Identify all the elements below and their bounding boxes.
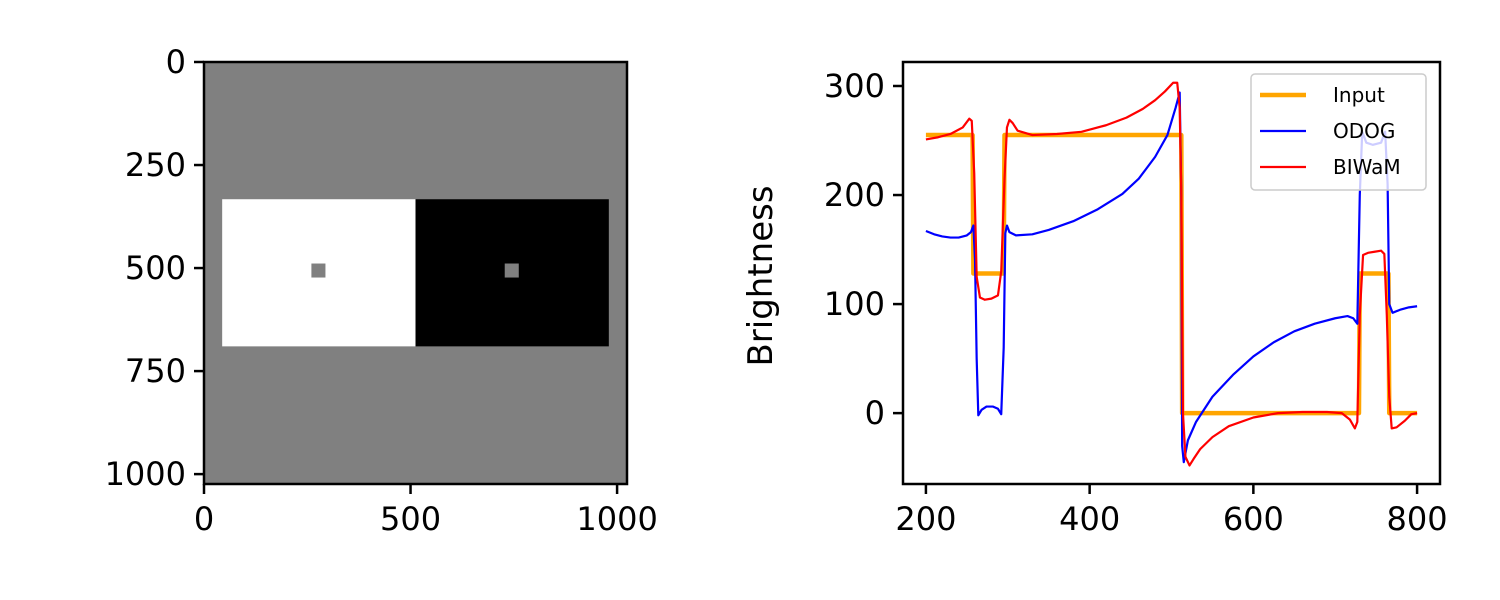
image-y-tick-label: 500 xyxy=(125,249,186,287)
image-y-tick-label: 0 xyxy=(166,43,186,81)
stimulus-image xyxy=(204,62,627,484)
image-y-tick-label: 750 xyxy=(125,352,186,390)
image-x-tick-label: 500 xyxy=(380,500,441,538)
chart-x-tick-label: 600 xyxy=(1223,500,1284,538)
image-x-tick-label: 1000 xyxy=(576,500,657,538)
legend-label-biwam: BIWaM xyxy=(1333,155,1401,179)
chart-y-tick-label: 200 xyxy=(824,176,885,214)
y-axis-label: Brightness xyxy=(741,185,781,366)
image-frame xyxy=(202,60,629,486)
chart-x-tick-label: 200 xyxy=(895,500,956,538)
chart-y-ticks: 0 100 200 300 xyxy=(824,67,903,432)
chart-x-tick-label: 400 xyxy=(1059,500,1120,538)
chart-frame xyxy=(901,60,1442,486)
image-region-right-target xyxy=(504,263,519,278)
image-x-tick-label: 0 xyxy=(194,500,214,538)
image-y-tick-label: 250 xyxy=(125,146,186,184)
chart-x-ticks: 200 400 600 800 xyxy=(895,484,1448,538)
legend: Input ODOG BIWaM xyxy=(1250,73,1427,191)
chart-y-tick-label: 0 xyxy=(865,394,885,432)
chart-y-tick-label: 100 xyxy=(824,285,885,323)
chart-y-tick-label: 300 xyxy=(824,67,885,105)
legend-label-input: Input xyxy=(1333,83,1385,107)
chart-x-tick-label: 800 xyxy=(1387,500,1448,538)
image-region-left-target xyxy=(311,263,326,278)
legend-box xyxy=(1250,73,1427,191)
legend-label-odog: ODOG xyxy=(1333,119,1395,143)
series-line-biwam xyxy=(925,81,1418,467)
image-y-ticks: 0 250 500 750 1000 xyxy=(105,43,204,493)
image-x-ticks: 0 500 1000 xyxy=(194,484,658,538)
image-panel: 0 500 1000 0 250 500 750 1000 xyxy=(105,43,658,538)
brightness-chart: 200 400 600 800 0 100 200 300 Brightness Input… xyxy=(741,60,1448,538)
image-y-tick-label: 1000 xyxy=(105,455,186,493)
